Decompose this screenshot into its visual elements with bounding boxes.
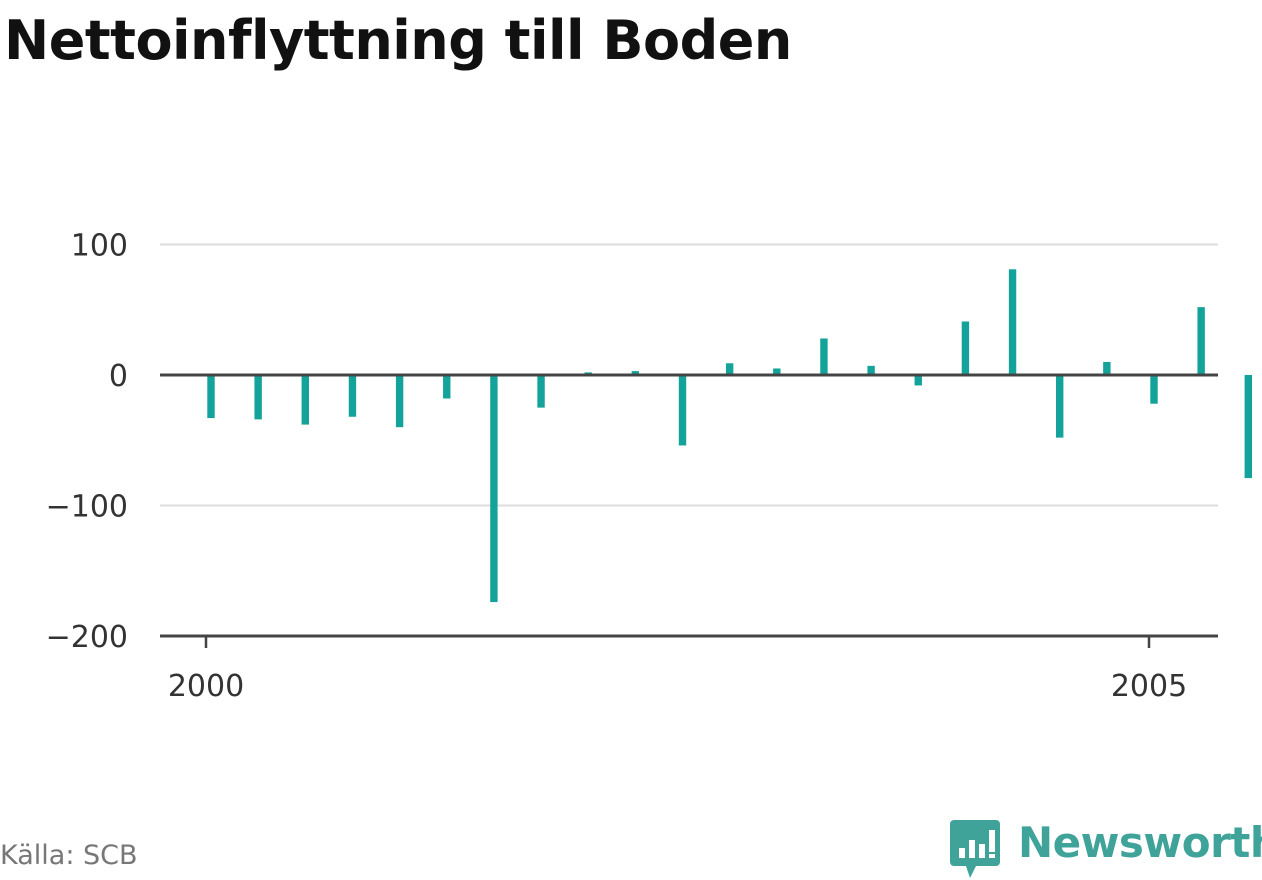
- bar: [631, 371, 640, 375]
- bar: [773, 368, 781, 375]
- bar: [961, 321, 970, 375]
- bar: [348, 375, 357, 417]
- x-axis-labels: 200020052010201520202025: [168, 669, 1187, 704]
- bar: [1197, 307, 1205, 375]
- brand-name: Newsworthy: [1018, 818, 1262, 867]
- chart-title: Nettoinflyttning till Boden: [4, 9, 792, 72]
- bar: [914, 375, 922, 386]
- bar: [820, 338, 828, 375]
- bar: [867, 365, 875, 375]
- bar: [207, 375, 215, 419]
- bar: [678, 375, 687, 446]
- bar-chart-speech-bubble-icon: [950, 820, 1000, 878]
- bar: [1244, 375, 1252, 479]
- y-tick-label: −100: [46, 490, 128, 525]
- bar: [725, 363, 734, 375]
- bar: [301, 375, 309, 425]
- x-tick-label: 2000: [168, 669, 244, 704]
- y-tick-label: 0: [109, 359, 128, 394]
- bar: [395, 375, 404, 428]
- y-tick-label: −200: [46, 620, 128, 655]
- x-tick-label: 2005: [1111, 669, 1187, 704]
- gridlines: [160, 243, 1218, 507]
- source-note: Källa: SCB: [0, 840, 138, 871]
- axes: [160, 373, 1218, 648]
- bar: [1056, 375, 1064, 438]
- y-tick-label: 100: [71, 229, 128, 264]
- bar: [1008, 269, 1017, 375]
- bar: [1103, 361, 1111, 375]
- bar: [490, 375, 498, 603]
- bar: [254, 375, 262, 420]
- bars: [207, 269, 1252, 603]
- brand-logo: Newsworthy: [950, 818, 1262, 878]
- bar: [443, 375, 451, 399]
- bar: [1150, 375, 1158, 404]
- bar: [537, 375, 545, 408]
- y-axis-labels: −200 −100 0 100: [46, 229, 128, 656]
